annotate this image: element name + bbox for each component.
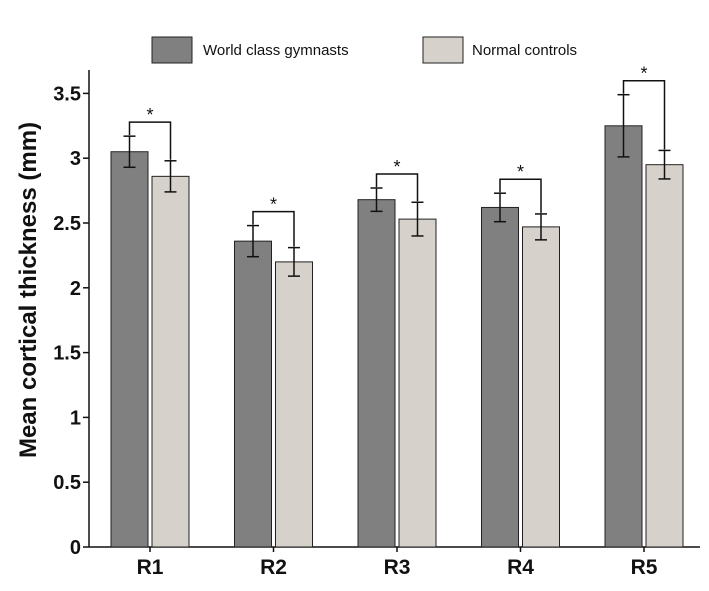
significance-bracket-r4 (499, 178, 542, 213)
legend-label-world-class-gymnasts: World class gymnasts (203, 42, 349, 59)
bar-r5-controls (645, 164, 684, 548)
bar-r2-controls (275, 261, 313, 548)
significance-marker-r1: * (146, 105, 153, 125)
y-tick-label: 0.5 (53, 472, 81, 494)
bar-r1-controls (151, 175, 190, 548)
significance-bracket-r3 (375, 173, 419, 202)
x-tick-label-r5: R5 (631, 556, 658, 579)
y-tick-label: 2.5 (53, 213, 81, 235)
significance-marker-r3: * (393, 157, 400, 177)
legend-swatch-normal-controls (422, 36, 464, 64)
x-tick-label-r3: R3 (384, 556, 411, 579)
y-tick-label: 2 (70, 278, 81, 300)
y-axis-title: Mean cortical thickness (mm) (15, 122, 42, 458)
significance-bracket-r2 (252, 210, 295, 247)
bar-r1-gymnasts (110, 151, 149, 548)
bar-r3-gymnasts (357, 199, 396, 548)
legend: World class gymnasts Normal controls (151, 36, 577, 64)
significance-marker-r2: * (270, 195, 277, 215)
y-tick-label: 1.5 (53, 343, 81, 365)
y-tick-label: 3.5 (53, 83, 81, 105)
bar-r2-gymnasts (234, 240, 272, 548)
bar-r4-controls (522, 226, 560, 548)
legend-swatch-world-class-gymnasts (151, 36, 193, 64)
bar-r3-controls (398, 218, 437, 548)
bar-r4-gymnasts (481, 206, 519, 548)
x-tick-label-r1: R1 (137, 556, 164, 579)
y-tick-label: 3 (70, 148, 81, 170)
x-tick-label-r2: R2 (260, 556, 287, 579)
y-tick-label: 0 (70, 537, 81, 559)
legend-label-normal-controls: Normal controls (472, 42, 577, 59)
x-tick-label-r4: R4 (507, 556, 534, 579)
y-tick-label: 1 (70, 407, 81, 429)
bar-r5-gymnasts (604, 125, 643, 548)
significance-marker-r5: * (640, 64, 647, 84)
significance-bracket-r5 (622, 79, 666, 150)
plot-area: 0 0.5 1 1.5 2 2.5 3 3.5 R1 * R2 * R3 * R4 * R5 * (53, 64, 700, 579)
significance-bracket-r1 (128, 121, 172, 160)
significance-marker-r4: * (517, 162, 524, 182)
